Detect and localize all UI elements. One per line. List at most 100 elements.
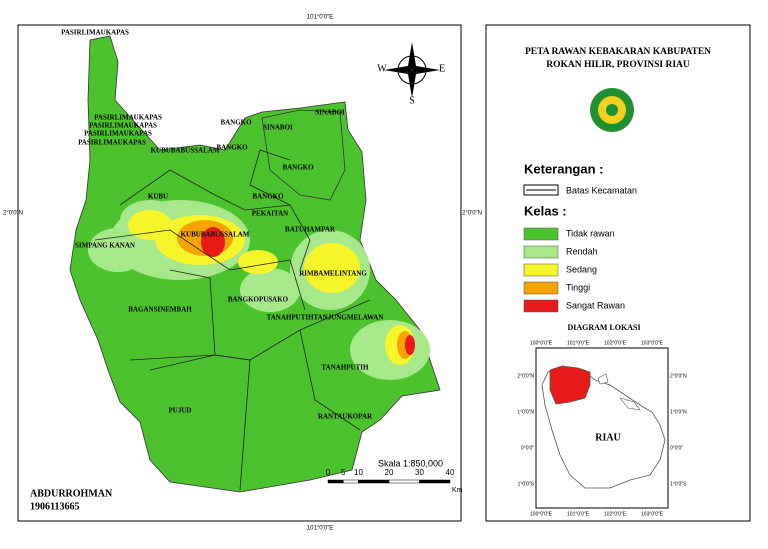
legend-title: PETA RAWAN KEBAKARAN KABUPATEN [525,47,711,57]
compass-label: S [409,95,415,106]
place-label: BANGKO [282,164,314,172]
inset-coord: 2°0'0"N [670,373,687,379]
legend-heading: Kelas : [524,203,567,218]
inset-coord: 102°0'0"E [604,340,627,346]
scale-bar: 0 5 10 20 30 40 Km [326,468,463,494]
legend-label: Rendah [566,246,598,256]
inset-coord: 1°0'0"S [670,481,687,487]
inset-coord: 100°0'0"E [530,340,553,346]
coord-label: 101°0'0"E [307,15,333,21]
compass-label: E [439,63,445,74]
inset-coord: 101°0'0"E [567,511,590,517]
scale-unit: Km [452,487,463,494]
inset-coord: 2°0'0"N [517,373,534,379]
coord-label: 2°0'0"N [462,211,482,217]
place-label: BANGKOPUSAKO [228,296,289,304]
scale-segment [419,479,451,484]
place-label: KUBUBABUSSALAM [181,231,250,239]
district-boundary [289,204,311,271]
author-name: ABDURROHMAN [30,488,113,499]
scale-segment [358,479,390,484]
district-boundary [299,329,361,431]
scale-tick-label: 20 [385,468,394,477]
place-label: BANGKO [220,119,252,127]
inset-map: RIAU [541,365,666,489]
coord-label: 2°0'0"N [3,211,23,217]
inset-coord: 0°0'0" [670,445,683,451]
place-label: PASIRLIMAUKAPAS [78,139,146,147]
author-id: 1906113665 [30,501,79,512]
district-boundary [119,169,291,211]
place-label: PUJUD [169,407,192,415]
place-label: TANAHPUTIHTANJUNGMELAWAN [267,314,384,322]
place-label: BANGKO [252,193,284,201]
place-label: RIMBAMELINTANG [299,270,367,278]
legend-swatch [523,227,559,241]
place-label: BATUHAMPAR [285,226,336,234]
scale-segment [388,479,420,484]
legend-swatch [523,281,559,295]
compass: W E S [377,42,445,106]
inset-coord: 100°0'0"E [530,511,553,517]
district-boundary [149,354,216,371]
legend-heading: Keterangan : [524,161,603,176]
place-label: KUBUBABUSSALAM [151,147,220,155]
place-label: BANGKO [216,144,248,152]
legend-label: Tinggi [566,282,590,292]
place-label: KUBU [148,193,168,201]
inset-label: RIAU [595,432,621,443]
logo [590,88,634,132]
scale-tick-label: 10 [354,468,363,477]
district-boundary [94,229,306,311]
scale-tick-label: 30 [415,468,424,477]
place-label: SIMPANG KANAN [75,242,135,250]
map-body: PASIRLIMAUKAPASPASIRLIMAUKAPASPASIRLIMAU… [61,29,441,493]
inset-coord: 0°0'0" [521,445,534,451]
inset-coord: 102°0'0"E [604,511,627,517]
legend-title: ROKAN HILIR, PROVINSI RIAU [546,60,690,70]
legend-swatch [523,299,559,313]
place-label: PASIRLIMAUKAPAS [94,114,162,122]
inset-coord: 1°0'0"N [517,409,534,415]
legend-swatch [523,245,559,259]
place-label: TANAHPUTIH [322,364,369,372]
place-label: SINABOI [263,124,293,132]
inset-coords: 100°0'0"E 100°0'0"E 101°0'0"E 101°0'0"E 102°… [517,340,687,517]
inset-coord: 1°0'0"S [518,481,535,487]
inset-coord: 103°0'0"E [641,511,664,517]
place-label: PEKAITAN [252,210,288,218]
compass-label: W [377,63,387,74]
legend-classes: Tidak rawan Rendah Sedang Tinggi Sangat Rawa… [523,227,625,313]
place-label: PASIRLIMAUKAPAS [61,29,129,37]
inset-title: DIAGRAM LOKASI [567,323,640,332]
legend-label: Batas Kecamatan [566,185,637,195]
coord-label: 101°0'0"E [307,526,333,532]
scale-tick-label: 0 [326,468,331,477]
legend-swatch [523,263,559,277]
place-label: RANTAUKOPAR [318,413,373,421]
inset-coord: 1°0'0"N [670,409,687,415]
hazard-zone [405,335,415,355]
hazard-zone [238,250,278,274]
legend-label: Tidak rawan [566,228,615,238]
inset-coord: 101°0'0"E [567,340,590,346]
scale-text: Skala 1:850,000 [378,458,443,468]
hazard-zone [304,243,360,293]
hazard-zone [240,268,300,312]
place-label: PASIRLIMAUKAPAS [84,130,152,138]
legend-label: Sangat Rawan [566,300,625,310]
island [261,109,346,201]
district-boundary [249,149,291,206]
scale-tick-label: 40 [446,468,455,477]
boundary-box [523,184,559,196]
scale-segment [327,479,344,484]
hazard-zone [201,227,225,257]
place-label: SINABOI [315,109,345,117]
scale-tick-label: 5 [341,468,346,477]
place-label: BAGANSINEMBAH [128,306,192,314]
district-boundary [129,354,251,491]
inset-coord: 103°0'0"E [641,340,664,346]
scale-segment [343,479,359,484]
legend-label: Sedang [566,264,597,274]
